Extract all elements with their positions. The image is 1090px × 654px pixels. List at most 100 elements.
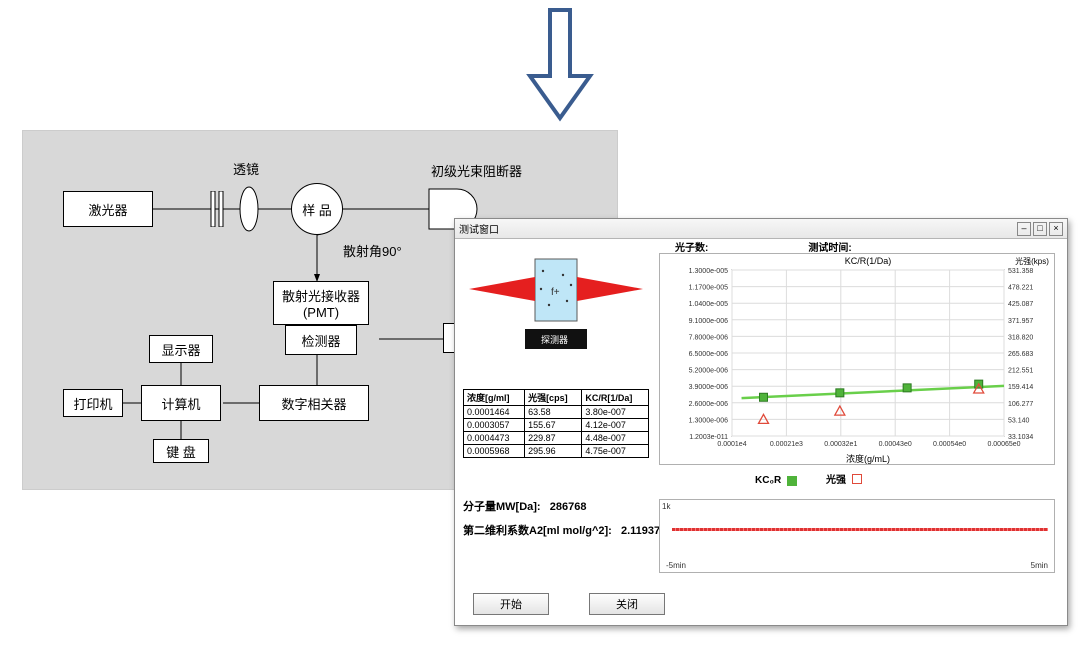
- box-pmt: 散射光接收器 (PMT): [273, 281, 369, 325]
- svg-text:33.1034: 33.1034: [1008, 434, 1033, 441]
- aperture-icon: [209, 191, 225, 232]
- table-cell: 0.0001464: [464, 406, 525, 419]
- svg-text:0.00065e0: 0.00065e0: [987, 441, 1020, 448]
- box-pmt-label: 散射光接收器 (PMT): [282, 286, 360, 320]
- mw-result-value: 286768: [550, 501, 587, 513]
- a2-result-label: 第二维利系数A2[ml mol/g^2]:: [463, 525, 612, 537]
- lens-icon: [237, 185, 261, 238]
- legend-intensity-label: 光强: [826, 471, 846, 486]
- svg-text:1.0400e-005: 1.0400e-005: [689, 301, 728, 308]
- results-block: 分子量MW[Da]: 286768 第二维利系数A2[ml mol/g^2]: …: [463, 495, 688, 543]
- svg-text:106.277: 106.277: [1008, 401, 1033, 408]
- data-table: 浓度[g/ml]光强[cps]KC/R[1/Da] 0.000146463.58…: [463, 389, 649, 458]
- legend-item-fit: KC₀R: [755, 475, 797, 486]
- button-row: 开始 关闭: [473, 593, 665, 615]
- maximize-button[interactable]: □: [1033, 222, 1047, 236]
- svg-text:1.1700e-005: 1.1700e-005: [689, 285, 728, 292]
- svg-text:f+: f+: [551, 287, 560, 298]
- svg-text:159.414: 159.414: [1008, 384, 1033, 391]
- legend-item-intensity: 光强: [826, 471, 862, 486]
- box-laser: 激光器: [63, 191, 153, 227]
- table-cell: 4.75e-007: [582, 445, 649, 458]
- legend-fit-label: KC₀R: [755, 475, 781, 486]
- svg-text:265.683: 265.683: [1008, 351, 1033, 358]
- table-cell: 4.12e-007: [582, 419, 649, 432]
- table-cell: 3.80e-007: [582, 406, 649, 419]
- svg-text:0.00021e3: 0.00021e3: [770, 441, 803, 448]
- table-cell: 63.58: [525, 406, 582, 419]
- live-chart-x-right: 5min: [1031, 561, 1048, 570]
- mw-result-label: 分子量MW[Da]:: [463, 501, 541, 513]
- svg-text:478.221: 478.221: [1008, 285, 1033, 292]
- svg-text:光强(kps): 光强(kps): [1015, 256, 1049, 266]
- svg-text:425.087: 425.087: [1008, 301, 1033, 308]
- lens-label: 透镜: [233, 159, 259, 178]
- box-display: 显示器: [149, 335, 213, 363]
- live-trace: [672, 528, 1048, 531]
- svg-text:0.00043e0: 0.00043e0: [879, 441, 912, 448]
- svg-text:7.8000e-006: 7.8000e-006: [689, 334, 728, 341]
- close-window-button[interactable]: ×: [1049, 222, 1063, 236]
- live-chart-y-label: 1k: [662, 502, 670, 511]
- table-cell: 0.0003057: [464, 419, 525, 432]
- svg-text:浓度(g/mL): 浓度(g/mL): [846, 453, 890, 464]
- table-row: 0.0004473229.874.48e-007: [464, 432, 649, 445]
- start-button[interactable]: 开始: [473, 593, 549, 615]
- svg-text:2.6000e-006: 2.6000e-006: [689, 401, 728, 408]
- table-header: KC/R[1/Da]: [582, 390, 649, 406]
- svg-text:6.5000e-006: 6.5000e-006: [689, 351, 728, 358]
- box-laser-label: 激光器: [88, 200, 127, 219]
- table-row: 0.0005968295.964.75e-007: [464, 445, 649, 458]
- sample-label: 样 品: [302, 200, 332, 219]
- close-button[interactable]: 关闭: [589, 593, 665, 615]
- table-row: 0.000146463.583.80e-007: [464, 406, 649, 419]
- svg-text:0.00032e1: 0.00032e1: [824, 441, 857, 448]
- beam-stop-label: 初级光束阻断器: [431, 161, 522, 180]
- live-chart: 1k -5min 5min: [659, 499, 1055, 573]
- minimize-button[interactable]: –: [1017, 222, 1031, 236]
- svg-text:0.0001e4: 0.0001e4: [717, 441, 746, 448]
- close-button-label: 关闭: [616, 596, 638, 612]
- box-detector: 检测器: [285, 325, 357, 355]
- table-cell: 0.0005968: [464, 445, 525, 458]
- live-chart-x-left: -5min: [666, 561, 686, 570]
- table-cell: 0.0004473: [464, 432, 525, 445]
- box-printer-label: 打印机: [73, 394, 112, 413]
- svg-text:53.140: 53.140: [1008, 417, 1030, 424]
- svg-text:5.2000e-006: 5.2000e-006: [689, 368, 728, 375]
- box-computer-label: 计算机: [161, 394, 200, 413]
- box-correlator: 数字相关器: [259, 385, 369, 421]
- table-header: 光强[cps]: [525, 390, 582, 406]
- down-arrow: [520, 6, 600, 131]
- titlebar: 测试窗口 – □ ×: [455, 219, 1067, 239]
- svg-text:531.358: 531.358: [1008, 268, 1033, 275]
- svg-text:1.2003e-011: 1.2003e-011: [689, 434, 728, 441]
- table-row: 0.0003057155.674.12e-007: [464, 419, 649, 432]
- svg-text:KC/R(1/Da): KC/R(1/Da): [845, 256, 892, 266]
- box-keyboard-label: 键 盘: [166, 442, 196, 461]
- window-title: 测试窗口: [459, 221, 1015, 236]
- svg-text:371.957: 371.957: [1008, 318, 1033, 325]
- table-header: 浓度[g/ml]: [464, 390, 525, 406]
- svg-text:1.3000e-006: 1.3000e-006: [689, 417, 728, 424]
- box-detector-label: 检测器: [301, 331, 340, 350]
- table-cell: 229.87: [525, 432, 582, 445]
- svg-text:3.9000e-006: 3.9000e-006: [689, 384, 728, 391]
- app-window: 测试窗口 – □ × 光子数: 测试时间: f+ 探测器: [454, 218, 1068, 626]
- start-button-label: 开始: [500, 596, 522, 612]
- svg-text:318.820: 318.820: [1008, 334, 1033, 341]
- box-printer: 打印机: [63, 389, 123, 417]
- chart-legend: KC₀R 光强: [755, 471, 888, 486]
- svg-text:探测器: 探测器: [541, 334, 568, 345]
- main-chart: 1.3000e-005531.3581.1700e-005478.2211.04…: [659, 253, 1055, 465]
- top-labels: 光子数: 测试时间:: [675, 239, 852, 254]
- svg-text:212.551: 212.551: [1008, 368, 1033, 375]
- photon-count-label: 光子数:: [675, 239, 708, 254]
- table-cell: 295.96: [525, 445, 582, 458]
- sample-circle: 样 品: [291, 183, 343, 235]
- angle-label: 散射角90°: [343, 241, 402, 260]
- table-cell: 155.67: [525, 419, 582, 432]
- box-display-label: 显示器: [161, 340, 200, 359]
- table-cell: 4.48e-007: [582, 432, 649, 445]
- box-correlator-label: 数字相关器: [281, 394, 346, 413]
